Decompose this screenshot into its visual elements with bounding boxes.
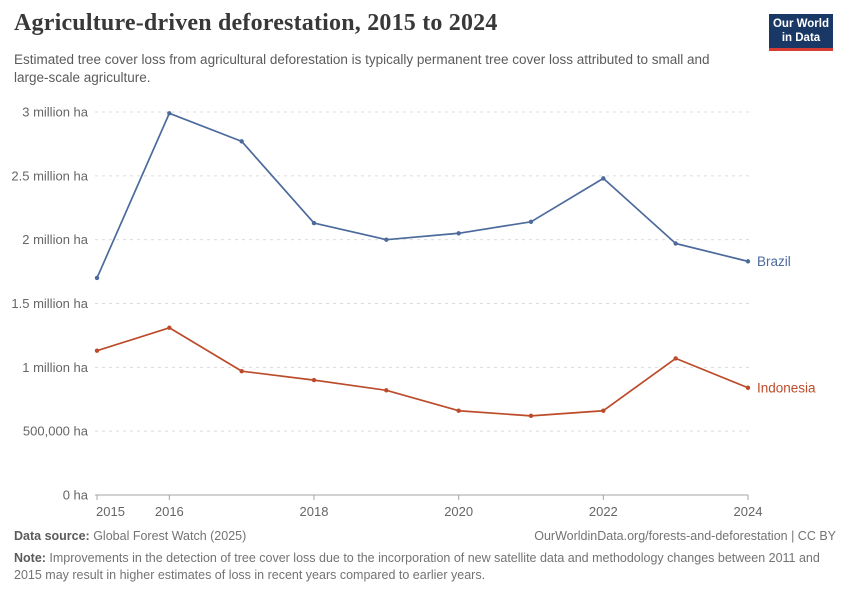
data-point-indonesia-2021[interactable] [528,413,534,419]
x-axis-tick-label: 2020 [444,504,473,519]
data-point-indonesia-2020[interactable] [456,408,461,413]
note-label: Note: [14,551,46,565]
x-axis-tick-label: 2024 [734,504,763,519]
y-axis-tick-label: 2.5 million ha [11,168,88,183]
data-point-indonesia-2022[interactable] [601,408,606,413]
owid-logo-line2: in Data [781,32,821,44]
data-point-brazil-2015[interactable] [94,275,100,281]
owid-logo-line1: Our World [772,17,829,30]
data-point-brazil-2018[interactable] [311,220,317,226]
y-axis-tick-label: 0 ha [63,488,89,503]
data-point-brazil-2021[interactable] [528,219,534,224]
x-axis-tick-label: 2016 [155,504,184,519]
data-point-brazil-2017[interactable] [239,139,244,144]
x-axis-tick-label: 2015 [96,504,125,519]
data-point-brazil-2016[interactable] [167,111,172,116]
y-axis-tick-label: 1 million ha [22,360,89,375]
data-point-indonesia-2016[interactable] [167,325,172,330]
data-point-indonesia-2015[interactable] [94,348,100,353]
note-text: Improvements in the detection of tree co… [14,551,820,583]
y-axis-tick-label: 500,000 ha [23,424,89,439]
data-point-brazil-2024[interactable] [745,259,751,264]
series-line-indonesia[interactable] [96,326,749,417]
chart-subtitle: Estimated tree cover loss from agricultu… [14,52,710,85]
data-point-brazil-2022[interactable] [601,176,606,181]
data-point-indonesia-2018[interactable] [311,377,317,383]
chart-footer: Data source: Global Forest Watch (2025) … [14,529,836,585]
data-point-indonesia-2019[interactable] [384,388,389,393]
y-axis-tick-label: 1.5 million ha [11,296,88,311]
owid-logo[interactable]: Our World in Data [769,14,833,51]
y-axis-tick-label: 3 million ha [22,105,89,120]
x-axis-tick-label: 2018 [300,504,329,519]
page-title: Agriculture-driven deforestation, 2015 t… [14,10,498,36]
y-axis-tick-label: 2 million ha [22,232,89,247]
data-point-indonesia-2017[interactable] [239,368,244,374]
x-axis-tick-label: 2022 [589,504,618,519]
series-label-brazil[interactable]: Brazil [757,254,791,269]
series-label-indonesia[interactable]: Indonesia [757,380,816,395]
chart-note: Note: Improvements in the detection of t… [14,550,836,585]
data-source-label: Data source: [14,529,90,543]
series-line-brazil[interactable] [96,112,749,279]
data-point-indonesia-2023[interactable] [673,356,678,361]
data-point-indonesia-2024[interactable] [745,385,751,390]
attribution-link[interactable]: OurWorldinData.org/forests-and-deforesta… [534,529,836,543]
data-source: Data source: Global Forest Watch (2025) [14,529,246,543]
data-point-brazil-2019[interactable] [384,237,389,242]
data-source-value: Global Forest Watch (2025) [89,529,247,543]
data-point-brazil-2023[interactable] [673,241,678,246]
data-point-brazil-2020[interactable] [456,231,461,236]
